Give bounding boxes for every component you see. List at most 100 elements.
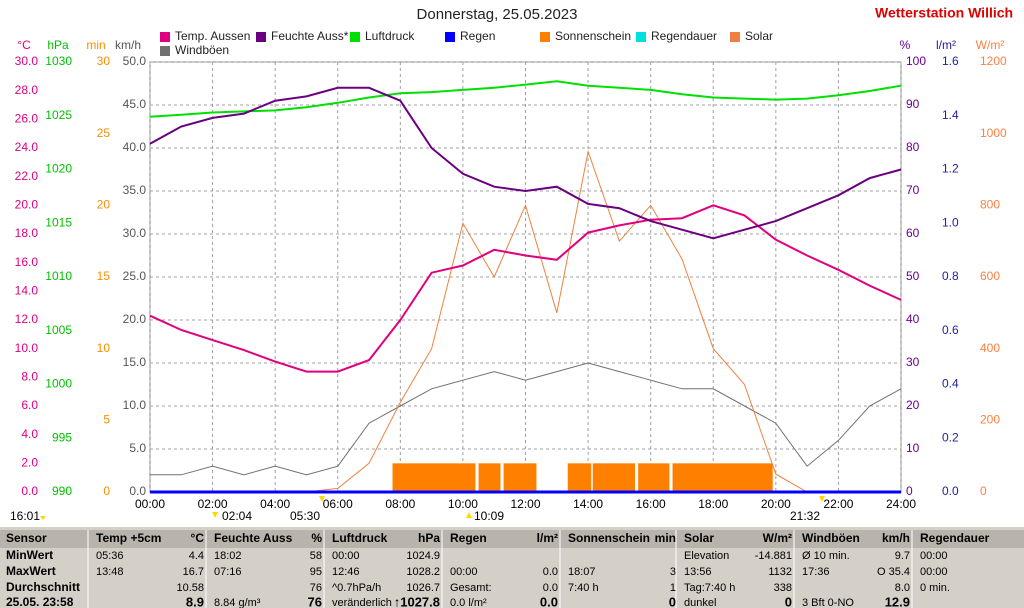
x-tick-label: 16:00 — [636, 497, 666, 511]
y-tick-label: 12.0 — [15, 312, 39, 326]
y-tick-label: 995 — [52, 430, 72, 444]
y-tick-label: 40.0 — [123, 140, 147, 154]
table-header: km/h — [882, 531, 910, 545]
y-tick-label: 1015 — [45, 215, 72, 229]
table-header: Feuchte Auss — [214, 531, 293, 545]
table-cell: MinWert — [6, 548, 53, 562]
y-tick-label: 20 — [906, 398, 920, 412]
legend-swatch — [730, 32, 740, 42]
y-tick-label: 24.0 — [15, 140, 39, 154]
table-cell: 1 — [670, 582, 676, 594]
y-tick-label: 100 — [906, 54, 926, 68]
legend-label: Windböen — [175, 43, 229, 57]
table-cell: 18:02 — [214, 550, 242, 562]
y-tick-label: 400 — [980, 341, 1000, 355]
marker-label: 21:32 — [790, 509, 820, 523]
y-tick-label: 80 — [906, 140, 920, 154]
table-cell: 16.7 — [183, 566, 204, 578]
table-cell: 338 — [774, 582, 792, 594]
table-cell: 05:36 — [96, 550, 124, 562]
marker-label: 02:04 — [222, 509, 252, 523]
table-cell: dunkel — [684, 597, 716, 608]
x-tick-label: 06:00 — [323, 497, 353, 511]
y-tick-label: 4.0 — [21, 427, 38, 441]
table-cell: -14.881 — [755, 550, 792, 562]
table-cell: 76 — [308, 594, 322, 608]
table-cell: 00:00 — [920, 550, 948, 562]
table-cell: 0 — [669, 594, 676, 608]
marker-icon — [819, 496, 825, 502]
y-tick-label: 0.6 — [942, 323, 959, 337]
x-tick-label: 12:00 — [510, 497, 540, 511]
table-header: Sensor — [6, 531, 47, 545]
y-tick-label: 0.2 — [942, 430, 959, 444]
legend-label: Solar — [745, 29, 773, 43]
y-tick-label: 50 — [906, 269, 920, 283]
table-cell: 3 — [670, 566, 676, 578]
marker-icon — [466, 512, 472, 518]
station-name: Wetterstation Willich — [875, 5, 1013, 21]
y-tick-label: 70 — [906, 183, 920, 197]
legend-swatch — [350, 32, 360, 42]
table-cell: 07:16 — [214, 566, 242, 578]
y-tick-label: 600 — [980, 269, 1000, 283]
table-cell: Elevation — [684, 550, 729, 562]
y-tick-label: 25.0 — [123, 269, 147, 283]
legend-label: Temp. Aussen — [175, 29, 250, 43]
legend-label: Regen — [460, 29, 495, 43]
y-tick-label: 90 — [906, 97, 920, 111]
table-cell: 3 Bft 0-NO — [802, 597, 854, 608]
sunshine-bar — [503, 463, 537, 492]
table-cell: Gesamt: — [450, 582, 492, 594]
legend-label: Sonnenschein — [555, 29, 631, 43]
y-tick-label: 990 — [52, 484, 72, 498]
y-tick-label: 0.4 — [942, 377, 959, 391]
marker-icon — [319, 496, 325, 502]
legend-swatch — [256, 32, 266, 42]
x-tick-label: 24:00 — [886, 497, 916, 511]
x-tick-label: 20:00 — [761, 497, 791, 511]
y-tick-label: 2.0 — [21, 456, 38, 470]
y-tick-label: 0.0 — [942, 484, 959, 498]
table-cell: ^0.7hPa/h — [332, 582, 381, 594]
axis-unit: °C — [17, 38, 31, 52]
table-cell: 8.0 — [895, 582, 910, 594]
table-cell: 13:56 — [684, 566, 712, 578]
axis-unit: l/m² — [936, 38, 956, 52]
y-tick-label: 200 — [980, 413, 1000, 427]
x-tick-label: 02:00 — [198, 497, 228, 511]
marker-label: 16:01 — [10, 509, 40, 523]
y-tick-label: 0 — [980, 484, 987, 498]
sunshine-bar — [672, 463, 773, 492]
y-tick-label: 15 — [97, 269, 111, 283]
table-cell: 8.9 — [186, 594, 204, 608]
marker-icon — [40, 516, 46, 520]
table-cell: 1026.7 — [406, 582, 440, 594]
y-tick-label: 1000 — [980, 126, 1007, 140]
y-tick-label: 28.0 — [15, 83, 39, 97]
y-tick-label: 10.0 — [15, 341, 39, 355]
table-cell: Durchschnitt — [6, 580, 80, 594]
table-header: °C — [191, 531, 205, 545]
table-header: Windböen — [802, 531, 860, 545]
table-cell: MaxWert — [6, 564, 56, 578]
y-tick-label: 1005 — [45, 323, 72, 337]
y-tick-label: 10 — [906, 441, 920, 455]
legend-swatch — [160, 46, 170, 56]
marker-icon — [212, 512, 218, 518]
table-cell: 13:48 — [96, 566, 124, 578]
axis-unit: km/h — [115, 38, 141, 52]
legend-swatch — [160, 32, 170, 42]
sunshine-bar — [478, 463, 501, 492]
table-cell: 58 — [310, 550, 322, 562]
table-cell: 0.0 — [540, 594, 558, 608]
y-tick-label: 35.0 — [123, 183, 147, 197]
y-tick-label: 16.0 — [15, 255, 39, 269]
y-tick-label: 25 — [97, 126, 111, 140]
table-cell: 9.7 — [895, 550, 910, 562]
y-tick-label: 30 — [97, 54, 111, 68]
table-header: % — [311, 531, 322, 545]
y-tick-label: 10.0 — [123, 398, 147, 412]
y-tick-label: 1030 — [45, 54, 72, 68]
